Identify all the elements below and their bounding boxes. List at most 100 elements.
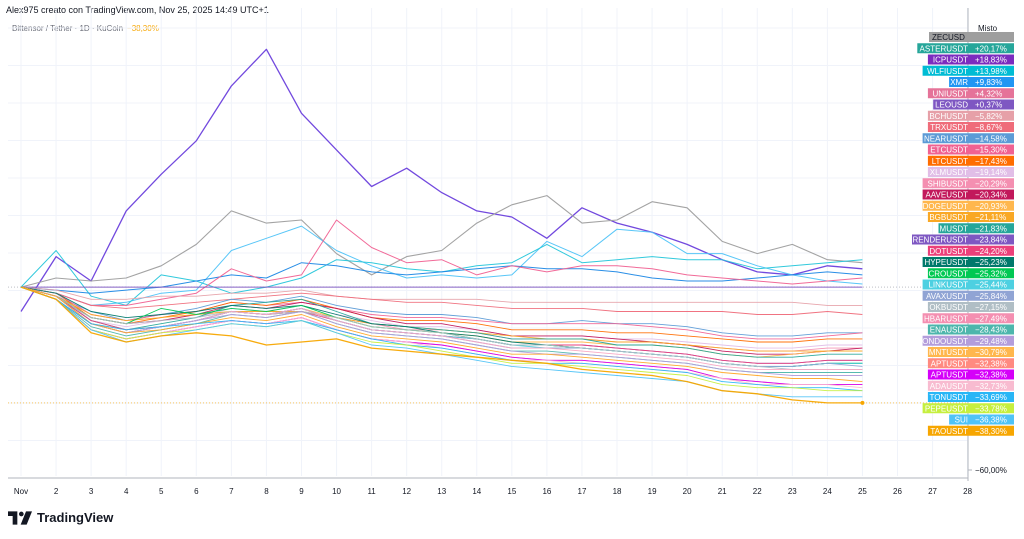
legend-change-swatch bbox=[971, 324, 1014, 335]
legend-item-taousdt[interactable]: TAOUSDT −38,30% bbox=[927, 425, 1014, 436]
legend-symbol-swatch bbox=[927, 122, 971, 132]
legend-item-okbusdt[interactable]: OKBUSDT −27,15% bbox=[927, 302, 1014, 312]
series-line-tonusdt bbox=[20, 286, 863, 392]
legend-item-shibusdt[interactable]: SHIBUSDT −20,29% bbox=[922, 178, 1014, 189]
legend-symbol: BGBUSDT bbox=[929, 213, 968, 222]
legend-symbol-swatch bbox=[927, 369, 971, 380]
legend-change-swatch bbox=[971, 43, 1014, 54]
legend-item-hypeusdt[interactable]: HYPEUSDT −25,23% bbox=[922, 257, 1014, 267]
legend-symbol-swatch bbox=[922, 403, 971, 414]
legend-change: −23,84% bbox=[975, 236, 1007, 245]
legend-symbol: ZECUSD bbox=[932, 33, 965, 42]
legend-item-bgbusdt[interactable]: BGBUSDT −21,11% bbox=[927, 212, 1014, 222]
legend-symbol: SUI bbox=[955, 416, 968, 425]
chart-grid bbox=[8, 8, 969, 476]
legend-item-nearusdt[interactable]: NEARUSDT −14,58% bbox=[922, 133, 1014, 144]
legend-item-pepeusdt[interactable]: PEPEUSDT −33,78% bbox=[922, 403, 1014, 414]
legend-item-asterusdt[interactable]: ASTERUSDT +20,17% bbox=[917, 43, 1014, 54]
legend-symbol-swatch bbox=[927, 358, 971, 369]
x-tick-label: 18 bbox=[613, 487, 622, 496]
legend-change: −27,49% bbox=[975, 314, 1007, 323]
x-tick-label: 23 bbox=[788, 487, 797, 496]
legend-symbol: TAOUSDT bbox=[930, 427, 968, 436]
legend-item-crousdt[interactable]: CROUSDT −25,32% bbox=[927, 268, 1014, 279]
x-tick-label: 27 bbox=[928, 487, 937, 496]
legend-change-swatch bbox=[971, 358, 1014, 369]
legend-symbol-swatch bbox=[922, 178, 971, 189]
legend-change: +20,17% bbox=[975, 44, 1007, 53]
legend-change-swatch bbox=[971, 99, 1014, 110]
legend-item-hbarusdt[interactable]: HBARUSDT −27,49% bbox=[922, 313, 1014, 324]
x-tick-label: 14 bbox=[472, 487, 481, 496]
legend-item-uniusdt[interactable]: UNIUSDT +4,32% bbox=[927, 88, 1014, 99]
series-line-trxusdt bbox=[20, 286, 863, 315]
series-line-pepeusdt bbox=[20, 286, 863, 392]
legend-item-sui[interactable]: SUI −36,38% bbox=[949, 414, 1014, 425]
legend-item-xlmusdt[interactable]: XLMUSDT −19,14% bbox=[927, 167, 1014, 177]
x-tick-label: Nov bbox=[14, 487, 28, 496]
legend-change: −20,34% bbox=[975, 191, 1007, 200]
legend-symbol: LTCUSDT bbox=[932, 157, 968, 166]
legend-item-ltcusdt[interactable]: LTCUSDT −17,43% bbox=[927, 155, 1014, 166]
legend-item-dotusdt[interactable]: DOTUSDT −24,20% bbox=[927, 245, 1014, 256]
legend-symbol: MUSDT bbox=[940, 224, 969, 233]
legend-change: −28,43% bbox=[975, 326, 1007, 335]
y-tick-label: −60,00% bbox=[975, 466, 1007, 475]
legend-symbol-swatch bbox=[922, 65, 971, 76]
legend-symbol: SHIBUSDT bbox=[928, 179, 969, 188]
legend-symbol-swatch bbox=[927, 347, 971, 357]
legend-change-swatch bbox=[971, 88, 1014, 99]
legend-item-avaxusdt[interactable]: AVAXUSDT −25,84% bbox=[922, 290, 1014, 301]
legend-item-bchusdt[interactable]: BCHUSDT −5,82% bbox=[927, 110, 1014, 121]
legend-symbol-swatch bbox=[922, 313, 971, 324]
legend-item-adausdt[interactable]: ADAUSDT −32,73% bbox=[927, 380, 1014, 391]
legend-item-aptusdt[interactable]: APTUSDT −32,38% bbox=[927, 369, 1014, 380]
legend-item-musdt[interactable]: MUSDT −21,83% bbox=[938, 223, 1015, 234]
legend-item-trxusdt[interactable]: TRXUSDT −8,67% bbox=[927, 122, 1014, 132]
legend-item-linkusdt[interactable]: LINKUSDT −25,44% bbox=[922, 279, 1014, 290]
legend-change: −25,84% bbox=[975, 292, 1007, 301]
legend-symbol-swatch bbox=[927, 302, 971, 312]
legend-change: −25,23% bbox=[975, 258, 1007, 267]
legend-symbol-swatch bbox=[922, 133, 971, 144]
legend-item-renderusdt[interactable]: RENDERUSDT −23,84% bbox=[912, 234, 1014, 245]
legend-item-aaveusdt[interactable]: AAVEUSDT −20,34% bbox=[922, 189, 1014, 200]
legend-symbol: PEPEUSDT bbox=[925, 404, 968, 413]
legend-change-swatch bbox=[971, 392, 1014, 402]
legend-symbol: NEARUSDT bbox=[924, 134, 968, 143]
series-line-mntusdt bbox=[20, 286, 863, 383]
legend-item-icpusdt[interactable]: ICPUSDT +18,83% bbox=[927, 54, 1014, 65]
legend-symbol-swatch bbox=[927, 380, 971, 391]
legend-change: −32,38% bbox=[975, 359, 1007, 368]
legend-change: −24,20% bbox=[975, 247, 1007, 256]
legend-item-etcusdt[interactable]: ETCUSDT −15,30% bbox=[927, 144, 1014, 155]
x-tick-label: 16 bbox=[542, 487, 551, 496]
legend-change: −27,15% bbox=[975, 303, 1007, 312]
price-scale-mode[interactable]: Misto bbox=[978, 24, 998, 33]
series-line-musdt bbox=[20, 286, 863, 358]
legend-item-ondousdt[interactable]: ONDOUSDT −29,48% bbox=[922, 335, 1014, 346]
legend-change: −15,30% bbox=[975, 146, 1007, 155]
tradingview-logo-text: TradingView bbox=[37, 510, 114, 525]
legend-change: −5,82% bbox=[975, 112, 1002, 121]
legend-change-swatch bbox=[971, 155, 1014, 166]
legend-item-zecusd[interactable]: ZECUSD bbox=[929, 32, 1014, 42]
legend-change-swatch bbox=[971, 234, 1014, 245]
legend-item-xmr[interactable]: XMR +9,83% bbox=[949, 77, 1014, 87]
x-tick-label: 17 bbox=[578, 487, 587, 496]
legend-item-wlfiusdt[interactable]: WLFIUSDT +13,98% bbox=[922, 65, 1014, 76]
last-value-marker bbox=[860, 400, 865, 405]
legend-item-leousd[interactable]: LEOUSD +0,37% bbox=[933, 99, 1014, 110]
legend-item-dogeusdt[interactable]: DOGEUSDT −20,93% bbox=[922, 200, 1014, 211]
legend-symbol-swatch bbox=[927, 144, 971, 155]
legend-change: −30,79% bbox=[975, 348, 1007, 357]
legend-item-mntusdt[interactable]: MNTUSDT −30,79% bbox=[927, 347, 1014, 357]
legend-change: −32,73% bbox=[975, 382, 1007, 391]
legend-item-tonusdt[interactable]: TONUSDT −33,69% bbox=[927, 392, 1014, 402]
tradingview-logo[interactable]: TradingView bbox=[8, 510, 113, 525]
legend-symbol-swatch bbox=[927, 212, 971, 222]
legend-item-enausdt[interactable]: ENAUSDT −28,43% bbox=[927, 324, 1014, 335]
legend-symbol-swatch bbox=[922, 257, 971, 267]
legend-item-aptusdt[interactable]: APTUSDT −32,38% bbox=[927, 358, 1014, 369]
